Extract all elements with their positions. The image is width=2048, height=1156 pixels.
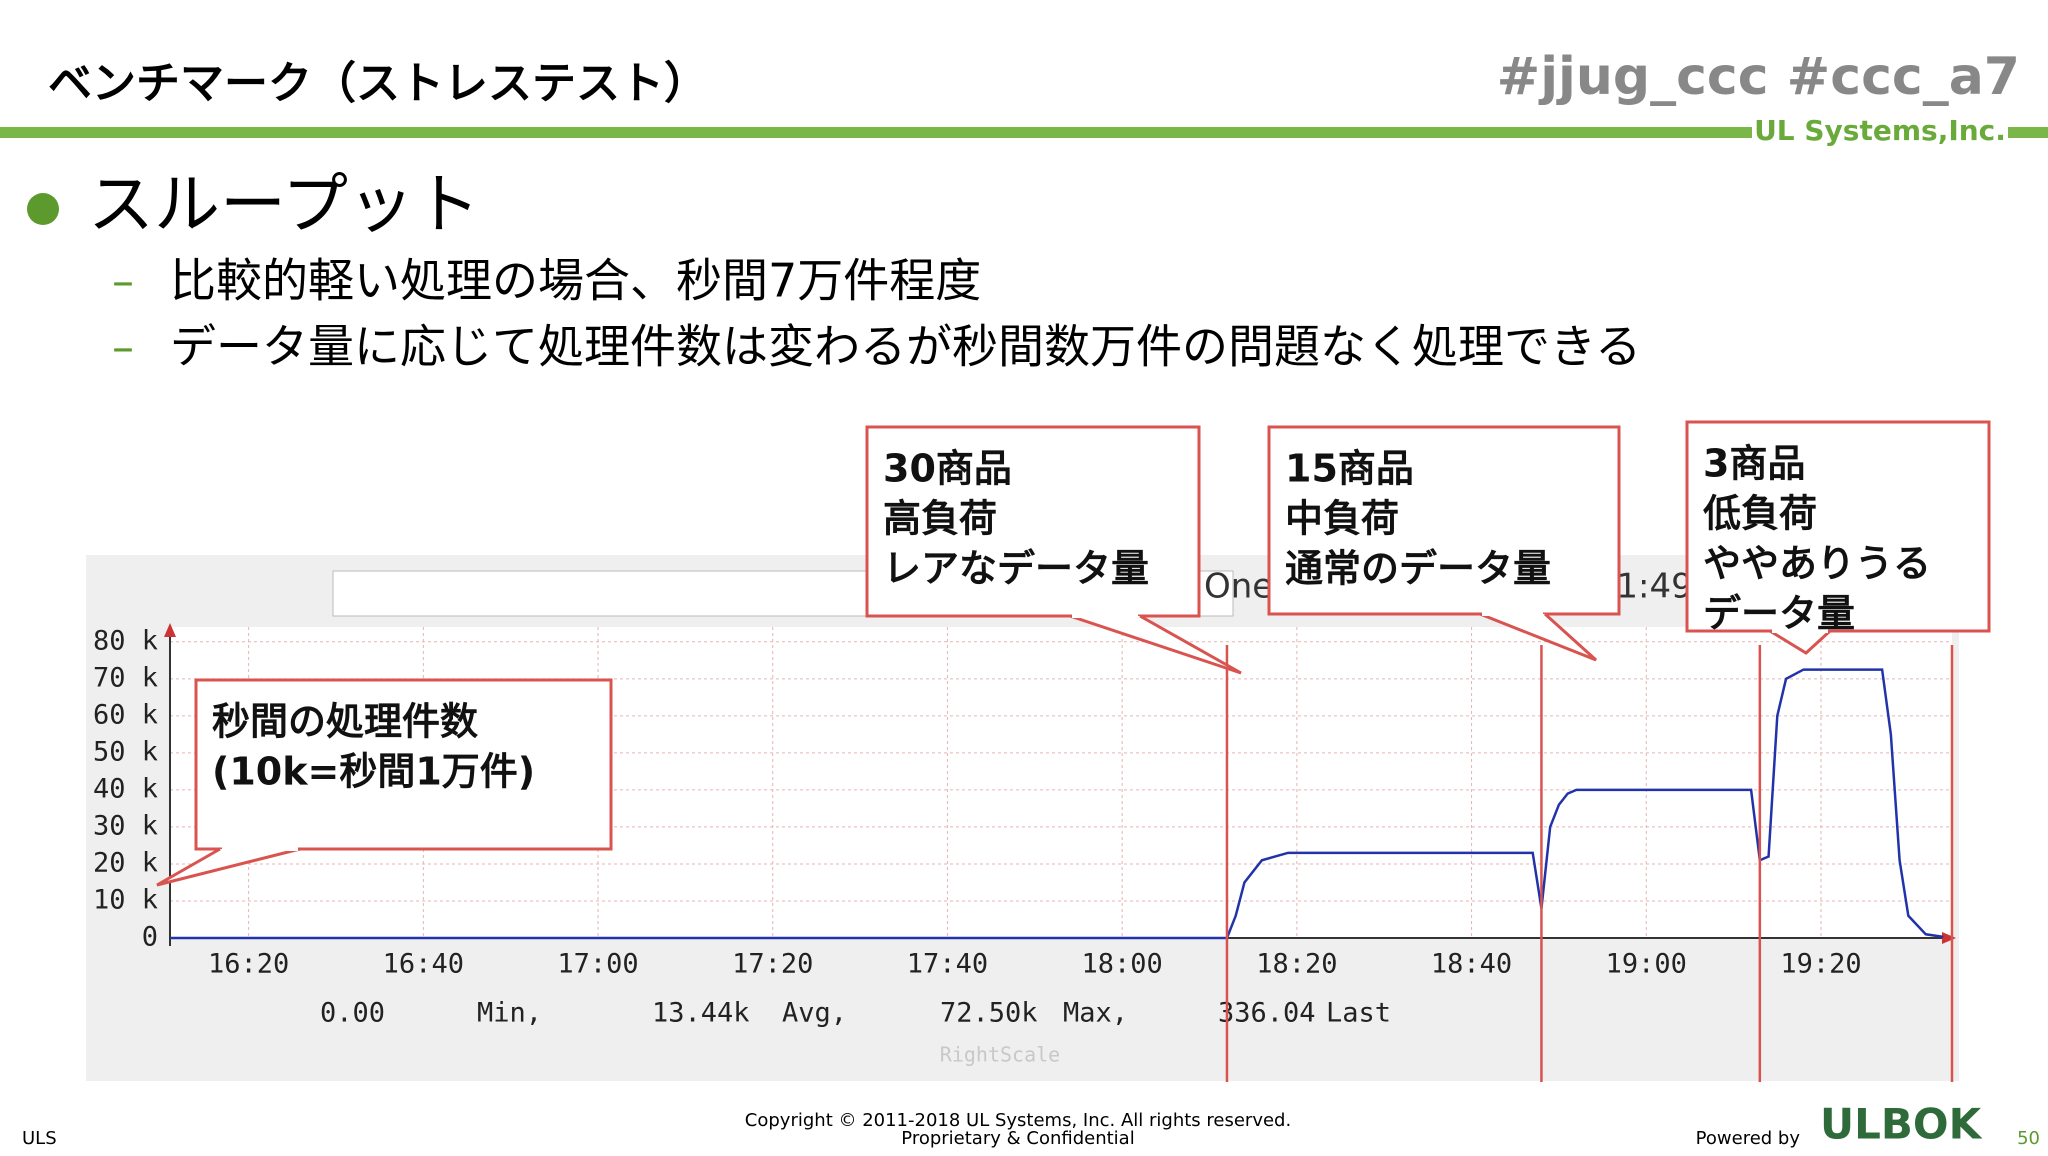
callout-text: 3商品 xyxy=(1703,442,1805,486)
callout-text: 低負荷 xyxy=(1703,492,1817,536)
stat: Max, xyxy=(1063,998,1128,1029)
callout-text: データ量 xyxy=(1703,592,1855,636)
y-tick-label: 80 k xyxy=(93,625,158,656)
callout-text: 高負荷 xyxy=(883,497,997,541)
y-tick-label: 30 k xyxy=(93,810,158,841)
hashtags: #jjug_ccc #ccc_a7 xyxy=(1497,47,2020,107)
axis-arrow xyxy=(1942,932,1956,944)
stat: 0.00 xyxy=(320,998,385,1029)
stat: Min, xyxy=(477,998,542,1029)
bullet-sub: 比較的軽い処理の場合、秒間7万件程度 xyxy=(170,254,981,308)
stat: 72.50k xyxy=(940,998,1038,1029)
y-tick-label: 70 k xyxy=(93,662,158,693)
dash: – xyxy=(112,322,134,373)
watermark: RightScale xyxy=(940,1043,1060,1067)
y-tick-label: 60 k xyxy=(93,699,158,730)
y-tick-label: 50 k xyxy=(93,736,158,767)
callout-text: 中負荷 xyxy=(1285,497,1399,541)
x-tick-label: 19:20 xyxy=(1780,949,1861,980)
callout-text: 通常のデータ量 xyxy=(1285,547,1551,591)
callout-text: 15商品 xyxy=(1285,447,1414,491)
x-tick-label: 17:00 xyxy=(557,949,638,980)
callout-text: 30商品 xyxy=(883,447,1012,491)
axis-arrow xyxy=(164,623,176,637)
x-tick-label: 17:20 xyxy=(732,949,813,980)
callout-pointer xyxy=(1069,614,1242,675)
x-tick-label: 18:20 xyxy=(1256,949,1337,980)
powered-by: Powered by xyxy=(1696,1128,1801,1149)
callout-text: ややありうる xyxy=(1703,542,1931,586)
callout-pointer xyxy=(1769,629,1832,655)
bullet-dot xyxy=(27,193,59,225)
page-number: 50 xyxy=(2017,1128,2040,1149)
callout-pointer xyxy=(156,847,301,887)
callout-box xyxy=(194,678,613,851)
callout-box xyxy=(1267,425,1621,616)
bullet-main: スループット xyxy=(88,166,480,243)
slide-title: ベンチマーク（ストレステスト） xyxy=(48,58,708,109)
logo-bg xyxy=(1752,114,2008,150)
stat: Avg, xyxy=(782,998,847,1029)
series-line xyxy=(170,668,1944,940)
y-tick-label: 20 k xyxy=(93,847,158,878)
callout-pointer xyxy=(1479,612,1598,662)
logo: UL Systems,Inc. xyxy=(1754,114,2006,147)
y-tick-label: 0 xyxy=(142,922,158,953)
header-bar xyxy=(0,127,2048,138)
x-tick-label: 19:00 xyxy=(1606,949,1687,980)
y-tick-label: 40 k xyxy=(93,773,158,804)
x-tick-label: 16:40 xyxy=(383,949,464,980)
bullet-sub: データ量に応じて処理件数は変わるが秒間数万件の問題なく処理できる xyxy=(170,320,1641,374)
callout-text: (10k=秒間1万件) xyxy=(212,750,535,794)
copyright: Copyright © 2011-2018 UL Systems, Inc. A… xyxy=(745,1110,1291,1131)
x-tick-label: 17:40 xyxy=(907,949,988,980)
brand: ULBOK xyxy=(1820,1100,1983,1149)
callout-box xyxy=(865,425,1201,618)
callout-text: レアなデータ量 xyxy=(883,547,1149,591)
x-tick-label: 18:00 xyxy=(1082,949,1163,980)
stat: 336.04 xyxy=(1218,998,1316,1029)
x-tick-label: 16:20 xyxy=(208,949,289,980)
copyright: Proprietary & Confidential xyxy=(901,1128,1134,1149)
dash: – xyxy=(112,256,134,307)
y-tick-label: 10 k xyxy=(93,884,158,915)
stat: 13.44k xyxy=(652,998,750,1029)
stat: Last xyxy=(1326,998,1391,1029)
callout-text: 秒間の処理件数 xyxy=(212,700,478,744)
x-tick-label: 18:40 xyxy=(1431,949,1512,980)
footer-left: ULS xyxy=(22,1128,57,1149)
callout-box xyxy=(1685,420,1991,633)
